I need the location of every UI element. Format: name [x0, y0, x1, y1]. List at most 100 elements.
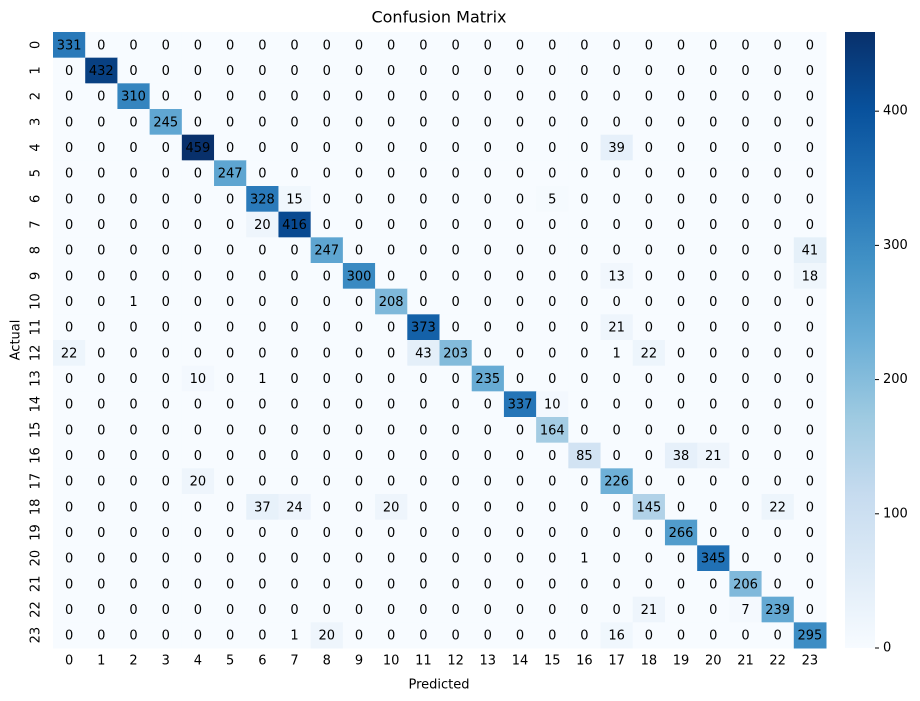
heatmap-cell [117, 83, 151, 110]
cell-label: 0 [709, 90, 717, 105]
heatmap-cell [85, 134, 118, 161]
heatmap-cell [761, 545, 795, 572]
heatmap-cell [246, 365, 279, 392]
heatmap-cell [181, 417, 215, 444]
cell-label: 0 [516, 218, 524, 233]
heatmap-cell [85, 596, 118, 623]
cell-label: 0 [323, 577, 331, 592]
heatmap-cell [407, 545, 440, 572]
cell-label: 0 [548, 141, 556, 156]
x-tick-label: 3 [162, 654, 170, 669]
cell-label: 0 [774, 64, 782, 79]
heatmap-cell [729, 622, 763, 649]
cell-label: 0 [484, 449, 492, 464]
y-tick-label: 4 [29, 143, 44, 151]
cell-label: 0 [65, 141, 73, 156]
x-tick-label: 5 [226, 654, 234, 669]
heatmap-cell [761, 442, 795, 469]
cell-label: 0 [258, 398, 266, 413]
cell-label: 0 [258, 38, 266, 53]
cell-label: 0 [774, 475, 782, 490]
y-tick-label: 13 [29, 370, 44, 387]
cell-label: 0 [194, 346, 202, 361]
cell-label: 0 [226, 449, 234, 464]
x-tick-label: 8 [323, 654, 331, 669]
heatmap-cell [632, 545, 666, 572]
heatmap-cell [85, 545, 118, 572]
cell-label: 0 [645, 629, 653, 644]
heatmap-cell [697, 32, 730, 59]
cell-label: 0 [451, 218, 459, 233]
cell-label: 0 [677, 218, 685, 233]
heatmap-cell [439, 468, 473, 495]
heatmap-cell [53, 314, 86, 341]
cell-label: 0 [484, 398, 492, 413]
cell-label: 21 [641, 603, 658, 618]
heatmap-cell [600, 391, 634, 418]
cell-label: 0 [226, 423, 234, 438]
cell-label: 345 [701, 552, 726, 567]
heatmap-cell [407, 263, 440, 290]
heatmap-cell [793, 519, 827, 546]
cell-label: 0 [97, 500, 105, 515]
heatmap-cell [439, 32, 473, 59]
heatmap-cell [375, 365, 408, 392]
cell-label: 0 [162, 346, 170, 361]
cell-label: 0 [258, 449, 266, 464]
heatmap-cell [664, 263, 698, 290]
heatmap-cell [471, 340, 505, 367]
cell-label: 0 [774, 398, 782, 413]
cell-label: 0 [290, 398, 298, 413]
cell-label: 0 [129, 38, 137, 53]
cell-label: 0 [129, 552, 137, 567]
cell-label: 295 [797, 629, 822, 644]
heatmap-cell [600, 160, 634, 187]
heatmap-cell [181, 365, 215, 392]
heatmap-cell [664, 391, 698, 418]
cell-label: 0 [774, 141, 782, 156]
heatmap-cell [729, 186, 763, 213]
cell-label: 373 [411, 321, 436, 336]
cell-label: 0 [774, 552, 782, 567]
cell-label: 0 [516, 295, 524, 310]
cell-label: 0 [290, 141, 298, 156]
cell-label: 0 [806, 141, 814, 156]
cell-label: 0 [194, 449, 202, 464]
heatmap-cell [85, 468, 118, 495]
cell-label: 0 [645, 192, 653, 207]
cell-label: 10 [544, 398, 561, 413]
cell-label: 0 [290, 449, 298, 464]
cell-label: 0 [97, 115, 105, 130]
cell-label: 206 [733, 577, 758, 592]
cell-label: 0 [65, 500, 73, 515]
heatmap-cell [439, 263, 473, 290]
heatmap-cell [278, 237, 312, 264]
heatmap-cell [246, 160, 279, 187]
heatmap-cell [214, 186, 247, 213]
heatmap-cell [85, 83, 118, 110]
cell-label: 0 [677, 244, 685, 259]
heatmap-cell [536, 109, 569, 136]
heatmap-cell [439, 391, 473, 418]
cell-label: 226 [604, 475, 629, 490]
colorbar-tick-label: 0 [883, 641, 891, 656]
heatmap-cell [53, 186, 86, 213]
cell-label: 0 [677, 577, 685, 592]
y-tick-label: 17 [29, 473, 44, 490]
heatmap-cell [375, 263, 408, 290]
heatmap-cell [85, 622, 118, 649]
heatmap-cell [375, 442, 408, 469]
heatmap-cell [664, 57, 698, 84]
heatmap-cell [214, 365, 247, 392]
cell-label: 1 [258, 372, 266, 387]
heatmap-cell [664, 545, 698, 572]
cell-label: 0 [613, 500, 621, 515]
heatmap-cell [181, 288, 215, 315]
heatmap-cell [729, 494, 763, 521]
heatmap-cell [600, 545, 634, 572]
cell-label: 0 [323, 167, 331, 182]
heatmap-cell [439, 494, 473, 521]
cell-label: 0 [258, 526, 266, 541]
cell-label: 0 [484, 577, 492, 592]
cell-label: 0 [355, 500, 363, 515]
